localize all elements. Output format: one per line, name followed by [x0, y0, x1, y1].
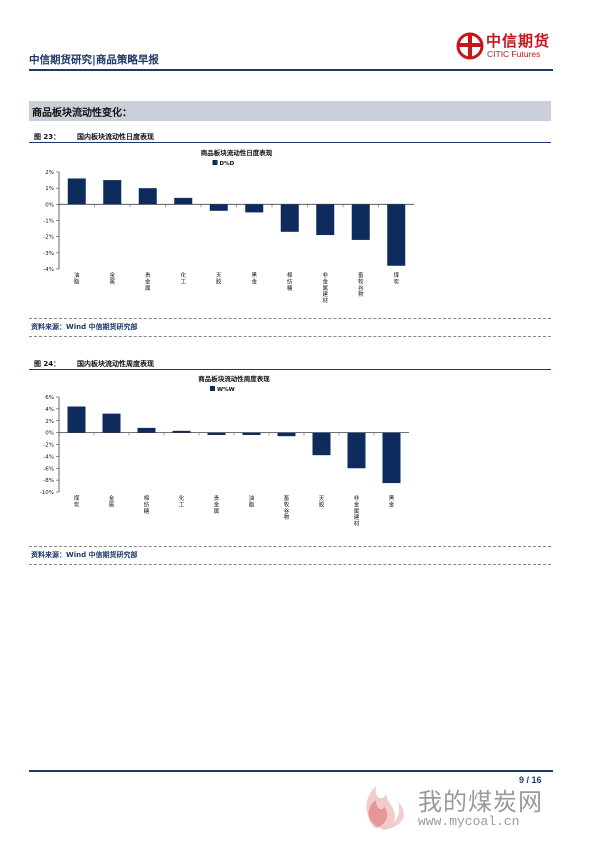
x-category-label: 天胶	[216, 272, 222, 285]
y-tick-label: 0%	[45, 202, 54, 208]
weekly-liquidity-chart: 商品板块流动性周度表现 W%W 6% 4% 2% 0% -2% -4% -6% -8% -10% 煤炭…	[40, 374, 409, 528]
bar	[351, 204, 370, 240]
daily-liquidity-chart: 商品板块流动性日度表现 D%D 2% 1% 0% -1% -2% -3% -4% 油脂 金属 贵金属 化…	[43, 148, 414, 305]
y-tick-label: -2%	[43, 443, 54, 449]
figure-23-bottom-rule	[29, 318, 551, 319]
bar	[382, 432, 401, 484]
bar	[138, 188, 157, 205]
figure-caption: 国内板块流动性日度表现	[77, 133, 154, 141]
legend-swatch	[210, 386, 215, 391]
bar	[207, 432, 226, 435]
x-category-label: 化工	[180, 271, 186, 285]
x-category-label: 畜牧谷物	[358, 271, 364, 298]
x-category-label: 金属	[109, 494, 115, 508]
y-tick-label: -2%	[43, 235, 54, 241]
section-banner: 商品板块流动性变化：	[29, 101, 551, 121]
bar	[347, 432, 366, 469]
chart-title: 商品板块流动性日度表现	[201, 148, 273, 157]
y-tick-label: 0%	[45, 431, 54, 437]
flame-watermark-icon	[366, 786, 404, 830]
bar	[174, 197, 193, 205]
x-category-label: 煤炭	[393, 271, 399, 285]
y-tick-label: 2%	[45, 170, 54, 176]
header-rule	[29, 69, 553, 71]
footer-rule	[29, 770, 553, 772]
logo-text-en: CITIC Futures	[487, 49, 541, 59]
bar	[137, 427, 156, 433]
bar	[209, 204, 228, 211]
x-category-label: 黑金	[251, 272, 257, 285]
bar	[242, 432, 261, 435]
bar	[172, 430, 191, 433]
citic-logo	[456, 32, 484, 60]
x-category-label: 贵金属	[145, 271, 151, 292]
figure-caption: 国内板块流动性周度表现	[77, 360, 154, 368]
logo-text-cn: 中信期货	[486, 32, 551, 50]
x-category-label: 棉纺糖	[287, 271, 293, 292]
watermark-text: 我的煤炭网	[418, 788, 543, 816]
figure-24-bottom-rule	[29, 546, 551, 547]
figure-23-end-rule	[29, 336, 551, 337]
bar	[277, 432, 296, 437]
figure-23-source: 资料来源：Wind 中信期货研究部	[31, 323, 138, 331]
x-category-label: 金属	[109, 271, 115, 285]
bar	[387, 204, 406, 266]
y-tick-label: 2%	[45, 419, 54, 425]
x-category-label: 黑金	[389, 495, 395, 508]
figure-24-source: 资料来源：Wind 中信期货研究部	[31, 551, 138, 559]
y-tick-label: -10%	[40, 490, 54, 496]
y-tick-label: -8%	[43, 478, 54, 484]
section-title: 商品板块流动性变化：	[32, 108, 132, 119]
x-category-label: 天胶	[319, 495, 325, 508]
bar	[67, 178, 86, 205]
legend-swatch	[212, 160, 218, 165]
x-category-label: 油脂	[74, 271, 80, 285]
figure-23-top-rule	[29, 142, 551, 143]
figure-number: 图 23：	[34, 133, 61, 141]
bar	[245, 204, 264, 213]
page-number: 9 / 16	[519, 775, 542, 785]
chart-title: 商品板块流动性周度表现	[198, 374, 270, 383]
bar	[67, 406, 86, 433]
y-tick-label: -6%	[43, 466, 54, 472]
x-category-label: 煤炭	[74, 494, 80, 508]
figure-24-top-rule	[29, 369, 551, 370]
x-category-label: 棉纺糖	[144, 494, 150, 515]
x-category-label: 油脂	[249, 494, 255, 508]
figure-number: 图 24：	[34, 360, 61, 368]
x-category-label: 贵金属	[214, 494, 220, 515]
legend-label: D%D	[220, 161, 235, 167]
x-category-label: 非金属建材	[354, 494, 360, 528]
y-tick-label: -1%	[43, 219, 54, 225]
bar	[312, 432, 331, 456]
y-tick-label: 4%	[45, 407, 54, 413]
x-category-label: 非金属建材	[322, 271, 328, 305]
watermark-url: www.mycoal.cn	[418, 814, 520, 829]
figure-24-end-rule	[29, 564, 551, 565]
y-tick-label: -4%	[43, 267, 54, 273]
bar	[103, 180, 122, 205]
y-tick-label: -3%	[43, 251, 54, 257]
y-tick-label: -4%	[43, 454, 54, 460]
bar	[316, 204, 335, 236]
legend-label: W%W	[217, 387, 235, 393]
x-category-label: 化工	[179, 494, 185, 508]
x-category-label: 畜牧谷物	[284, 494, 290, 521]
y-tick-label: 6%	[45, 395, 54, 401]
bar	[280, 204, 299, 232]
y-tick-label: 1%	[45, 186, 54, 192]
report-title: 中信期货研究|商品策略早报	[29, 54, 159, 66]
bar	[102, 413, 121, 433]
